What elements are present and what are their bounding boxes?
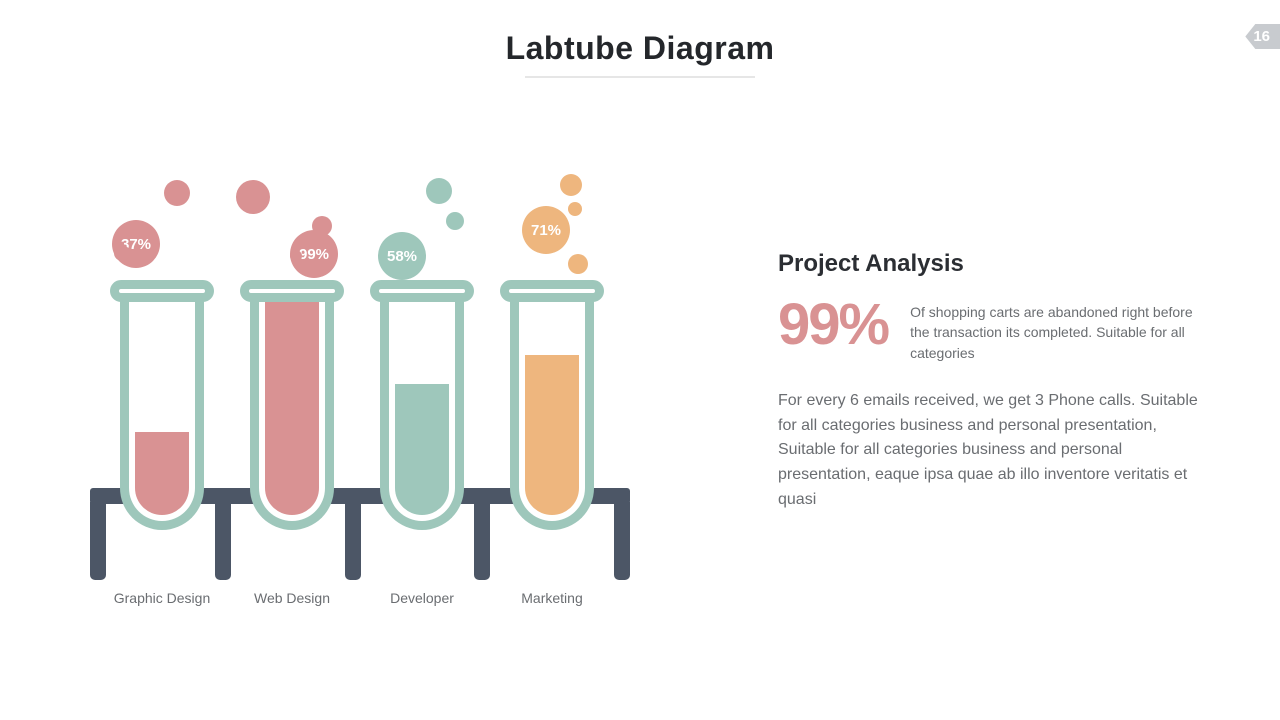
labtube-diagram: Graphic Design37%Web Design99%Developer5… <box>80 150 620 610</box>
percent-bubble: 71% <box>522 206 570 254</box>
bubble-icon <box>114 245 130 261</box>
test-tube <box>120 280 204 530</box>
analysis-body: For every 6 emails received, we get 3 Ph… <box>778 389 1198 513</box>
rack-leg <box>474 502 490 580</box>
analysis-panel: Project Analysis 99% Of shopping carts a… <box>778 250 1198 513</box>
analysis-big-number: 99% <box>778 296 888 354</box>
percent-bubble: 58% <box>378 232 426 280</box>
bubble-icon <box>312 216 332 236</box>
tube-label: Graphic Design <box>102 590 222 606</box>
analysis-big-subtext: Of shopping carts are abandoned right be… <box>910 296 1198 363</box>
tube-fill <box>395 384 449 515</box>
rack-leg <box>90 502 106 580</box>
test-tube <box>510 280 594 530</box>
test-tube <box>250 280 334 530</box>
page-title: Labtube Diagram <box>0 30 1280 67</box>
rack-leg <box>215 502 231 580</box>
rack-leg <box>614 502 630 580</box>
bubble-icon <box>560 174 582 196</box>
tube-label: Developer <box>362 590 482 606</box>
analysis-heading: Project Analysis <box>778 250 1198 278</box>
rack-leg <box>345 502 361 580</box>
title-underline <box>525 76 755 78</box>
tube-label: Web Design <box>232 590 352 606</box>
bubble-icon <box>426 178 452 204</box>
bubble-icon <box>568 254 588 274</box>
bubble-icon <box>236 180 270 214</box>
tube-fill <box>135 432 189 515</box>
bubble-icon <box>290 250 302 262</box>
tube-fill <box>525 355 579 515</box>
tube-label: Marketing <box>492 590 612 606</box>
tube-fill <box>265 292 319 515</box>
test-tube <box>380 280 464 530</box>
bubble-icon <box>164 180 190 206</box>
bubble-icon <box>446 212 464 230</box>
percent-bubble: 37% <box>112 220 160 268</box>
bubble-icon <box>568 202 582 216</box>
